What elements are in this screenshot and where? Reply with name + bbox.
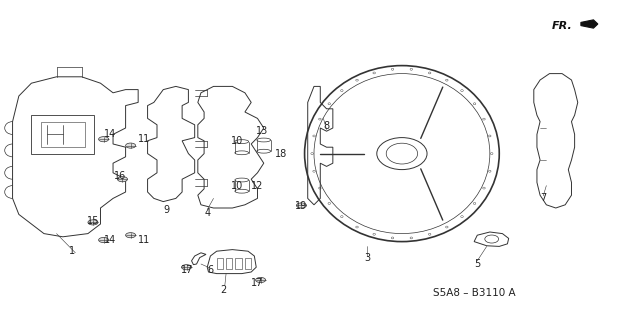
Ellipse shape xyxy=(88,220,98,225)
Text: 16: 16 xyxy=(114,171,127,181)
Text: 12: 12 xyxy=(251,180,264,191)
Text: 4: 4 xyxy=(204,208,210,218)
Ellipse shape xyxy=(99,137,109,142)
Ellipse shape xyxy=(99,237,109,243)
Text: 9: 9 xyxy=(163,204,170,215)
Text: 6: 6 xyxy=(207,265,214,276)
Ellipse shape xyxy=(126,233,136,238)
Text: FR.: FR. xyxy=(551,20,573,31)
Text: 14: 14 xyxy=(104,235,116,245)
Text: 19: 19 xyxy=(295,201,308,212)
Text: S5A8 – B3110 A: S5A8 – B3110 A xyxy=(433,288,516,298)
Ellipse shape xyxy=(256,277,266,283)
Ellipse shape xyxy=(117,177,127,182)
Text: 7: 7 xyxy=(540,193,546,204)
Text: 17: 17 xyxy=(251,278,264,288)
Polygon shape xyxy=(581,20,598,28)
Text: 10: 10 xyxy=(231,136,244,146)
Text: 14: 14 xyxy=(104,129,116,140)
Text: 8: 8 xyxy=(323,121,330,132)
Ellipse shape xyxy=(296,203,306,208)
Ellipse shape xyxy=(181,265,192,270)
Text: 15: 15 xyxy=(87,216,99,226)
Text: 17: 17 xyxy=(181,265,193,276)
Ellipse shape xyxy=(126,143,136,148)
Text: 5: 5 xyxy=(474,259,480,269)
Text: 2: 2 xyxy=(220,284,226,295)
Text: 3: 3 xyxy=(364,252,371,263)
Text: 11: 11 xyxy=(138,134,151,144)
Text: 1: 1 xyxy=(69,246,75,256)
Text: 18: 18 xyxy=(275,148,288,159)
Text: 10: 10 xyxy=(231,180,244,191)
Text: 11: 11 xyxy=(138,235,151,245)
Text: 13: 13 xyxy=(256,126,269,136)
